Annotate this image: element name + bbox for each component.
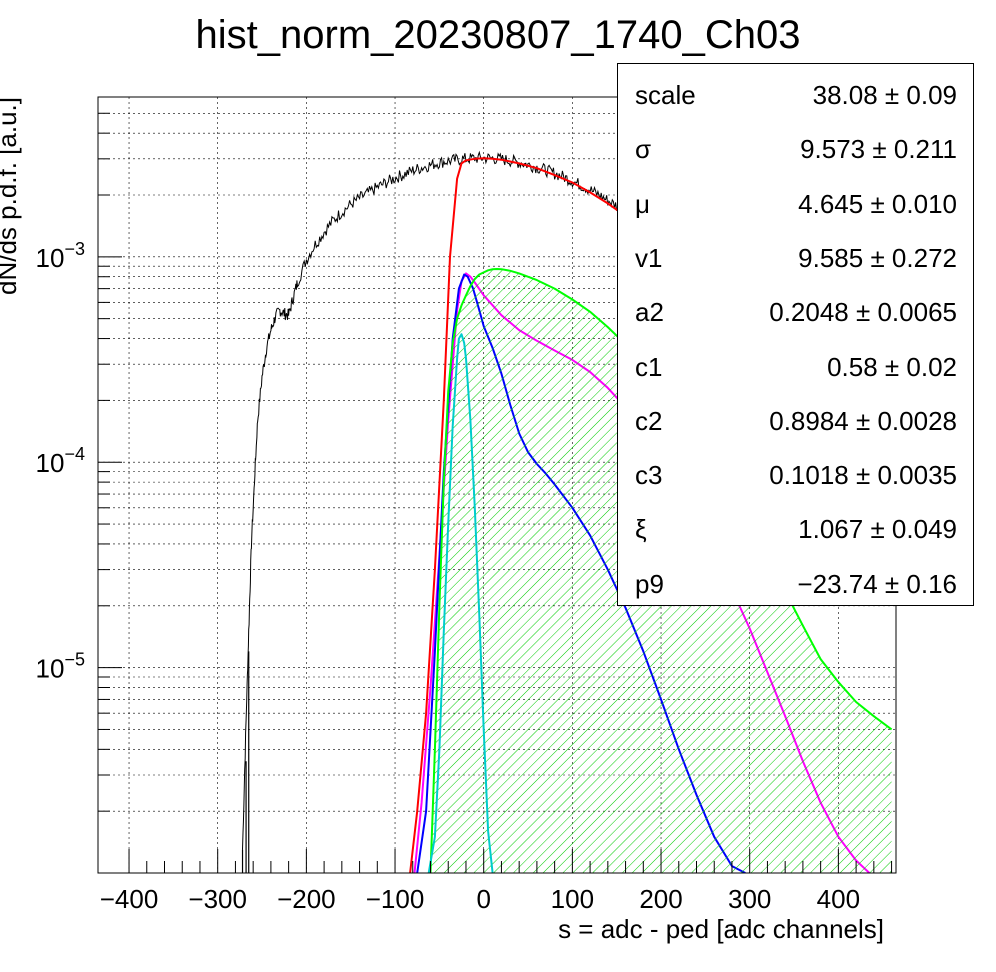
stats-param-name: μ [635, 188, 650, 219]
stats-row: scale 38.08 ± 0.09 [618, 68, 973, 122]
y-tick-label: 10−4 [36, 444, 85, 478]
x-axis-label: s = adc - ped [adc channels] [558, 914, 884, 944]
stats-param-value: 38.08 ± 0.09 [812, 80, 957, 110]
x-tick-label: 0 [476, 884, 490, 914]
stats-row: μ 4.645 ± 0.010 [618, 177, 973, 231]
stats-param-name: c3 [635, 460, 663, 491]
stats-param-name: ξ [635, 514, 647, 545]
y-axis-label: dN/ds p.d.f. [a.u.] [0, 97, 22, 295]
chart-title: hist_norm_20230807_1740_Ch03 [196, 13, 801, 57]
stats-param-value: −23.74 ± 0.16 [797, 568, 957, 599]
x-tick-label: 200 [639, 884, 682, 914]
x-tick-label: −100 [366, 884, 425, 914]
stats-row: a2 0.2048 ± 0.0065 [618, 285, 973, 339]
stats-param-value: 0.8984 ± 0.0028 [769, 405, 957, 436]
x-tick-label: 100 [551, 884, 594, 914]
stats-param-name: σ [635, 134, 652, 165]
stats-row: ξ 1.067 ± 0.049 [618, 502, 973, 556]
stats-row: c1 0.58 ± 0.02 [618, 340, 973, 394]
stats-param-value: 9.585 ± 0.272 [798, 242, 957, 273]
x-tick-label: −400 [100, 884, 159, 914]
y-tick-label: 10−3 [36, 239, 85, 273]
stats-param-value: 0.2048 ± 0.0065 [769, 297, 957, 328]
axes: −400 −300 −200 −100 0 100 200 300 400 10−3 10−4 10−… [36, 96, 893, 914]
stats-param-name: scale [635, 80, 696, 110]
stats-row: c3 0.1018 ± 0.0035 [618, 448, 973, 502]
stats-row: p9 −23.74 ± 0.16 [618, 557, 973, 611]
x-tick-label: 300 [728, 884, 771, 914]
stats-param-value: 4.645 ± 0.010 [798, 188, 957, 219]
x-tick-label: −300 [188, 884, 247, 914]
stats-param-name: v1 [635, 242, 663, 273]
y-tick-label: 10−5 [36, 650, 85, 684]
stats-row: σ 9.573 ± 0.211 [618, 122, 973, 176]
stats-param-name: p9 [635, 568, 664, 599]
x-tick-label: 400 [817, 884, 860, 914]
stats-row: v1 9.585 ± 0.272 [618, 231, 973, 285]
stats-param-value: 0.58 ± 0.02 [827, 351, 957, 382]
stats-row: c2 0.8984 ± 0.0028 [618, 394, 973, 448]
fit-curve-5 [427, 333, 494, 873]
stats-param-value: 1.067 ± 0.049 [798, 514, 957, 545]
fit-stats-box: scale 38.08 ± 0.09 σ 9.573 ± 0.211 μ 4.645 ± … [617, 63, 974, 606]
x-tick-label: −200 [277, 884, 336, 914]
stats-param-name: c1 [635, 351, 663, 382]
stats-param-name: a2 [635, 297, 664, 328]
stats-param-value: 0.1018 ± 0.0035 [769, 460, 957, 491]
stats-param-value: 9.573 ± 0.211 [800, 134, 957, 165]
histogram-data [242, 150, 625, 850]
stats-param-name: c2 [635, 405, 663, 436]
